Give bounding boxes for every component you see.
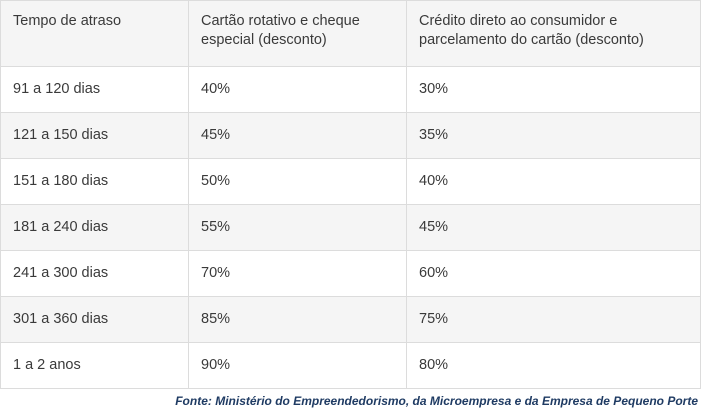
discount-table: Tempo de atraso Cartão rotativo e cheque… <box>0 0 701 389</box>
header-delay-time: Tempo de atraso <box>0 0 189 67</box>
discount-table-container: Tempo de atraso Cartão rotativo e cheque… <box>0 0 701 389</box>
table-body: 91 a 120 dias 40% 30% 121 a 150 dias 45%… <box>0 66 701 389</box>
cell-delay-time: 151 a 180 dias <box>0 158 189 205</box>
cell-consumer-discount: 40% <box>406 158 701 205</box>
table-row: 121 a 150 dias 45% 35% <box>0 112 701 159</box>
cell-revolving-discount: 45% <box>188 112 407 159</box>
source-caption: Fonte: Ministério do Empreendedorismo, d… <box>175 394 698 408</box>
cell-delay-time: 1 a 2 anos <box>0 342 189 389</box>
cell-revolving-discount: 40% <box>188 66 407 113</box>
cell-consumer-discount: 75% <box>406 296 701 343</box>
table-row: 151 a 180 dias 50% 40% <box>0 158 701 205</box>
cell-consumer-discount: 35% <box>406 112 701 159</box>
cell-consumer-discount: 80% <box>406 342 701 389</box>
header-direct-consumer-credit: Crédito direto ao consumidor e parcelame… <box>406 0 701 67</box>
cell-revolving-discount: 85% <box>188 296 407 343</box>
cell-revolving-discount: 70% <box>188 250 407 297</box>
table-row: 181 a 240 dias 55% 45% <box>0 204 701 251</box>
table-row: 1 a 2 anos 90% 80% <box>0 342 701 389</box>
cell-consumer-discount: 30% <box>406 66 701 113</box>
cell-revolving-discount: 50% <box>188 158 407 205</box>
cell-delay-time: 181 a 240 dias <box>0 204 189 251</box>
cell-delay-time: 91 a 120 dias <box>0 66 189 113</box>
table-header: Tempo de atraso Cartão rotativo e cheque… <box>0 0 701 67</box>
cell-consumer-discount: 45% <box>406 204 701 251</box>
cell-revolving-discount: 90% <box>188 342 407 389</box>
table-header-row: Tempo de atraso Cartão rotativo e cheque… <box>0 0 701 67</box>
cell-consumer-discount: 60% <box>406 250 701 297</box>
cell-revolving-discount: 55% <box>188 204 407 251</box>
header-revolving-credit: Cartão rotativo e cheque especial (desco… <box>188 0 407 67</box>
table-row: 241 a 300 dias 70% 60% <box>0 250 701 297</box>
cell-delay-time: 241 a 300 dias <box>0 250 189 297</box>
cell-delay-time: 301 a 360 dias <box>0 296 189 343</box>
cell-delay-time: 121 a 150 dias <box>0 112 189 159</box>
table-row: 301 a 360 dias 85% 75% <box>0 296 701 343</box>
table-row: 91 a 120 dias 40% 30% <box>0 66 701 113</box>
